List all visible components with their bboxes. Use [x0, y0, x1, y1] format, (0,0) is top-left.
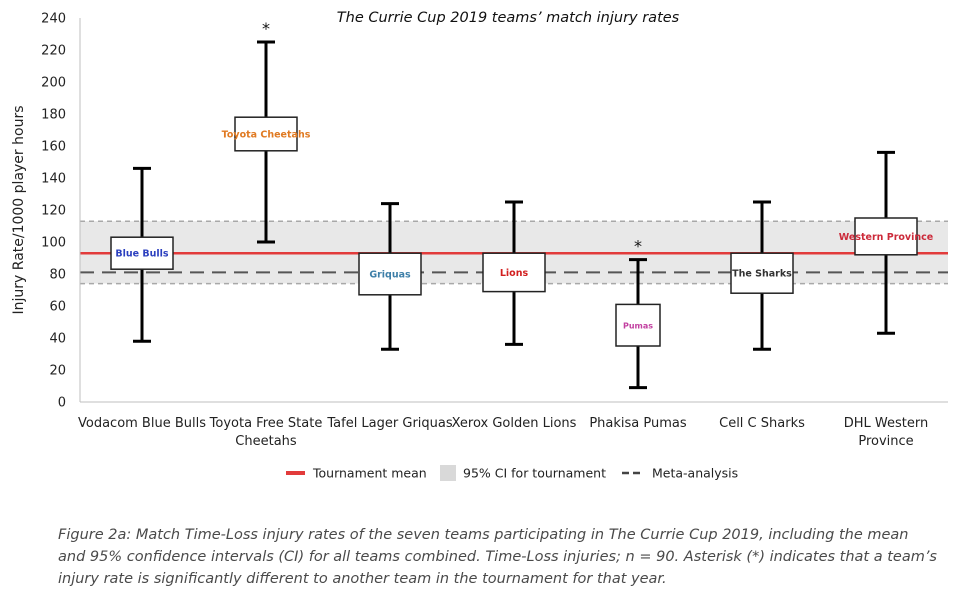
team-logo-box [482, 252, 546, 293]
team-logo: Pumas [623, 322, 653, 331]
significance-asterisk: * [634, 237, 642, 256]
y-tick-label: 80 [49, 268, 66, 283]
y-tick-label: 140 [41, 172, 66, 187]
y-axis-title: Injury Rate/1000 player hours [11, 106, 27, 315]
legend-label-meta: Meta-analysis [652, 466, 738, 481]
team-logo: Toyota Cheetahs [222, 130, 311, 141]
y-tick-label: 60 [49, 300, 66, 315]
x-category-label: Cell C Sharks [719, 416, 805, 431]
y-tick-label: 20 [49, 364, 66, 379]
team-logo-box [358, 252, 422, 296]
figure-caption: Figure 2a: Match Time-Loss injury rates … [58, 527, 937, 587]
y-tick-label: 0 [58, 396, 66, 411]
legend-label-mean: Tournament mean [312, 466, 427, 481]
y-tick-label: 100 [41, 236, 66, 251]
x-category-label: Xerox Golden Lions [452, 416, 577, 431]
team-logo: Lions [500, 268, 529, 279]
legend-swatch-ci [440, 465, 456, 481]
team-logo: Griquas [369, 270, 411, 281]
team-logo-box [234, 116, 298, 152]
y-tick-label: 120 [41, 204, 66, 219]
team-logo: Blue Bulls [115, 249, 169, 260]
x-category-label: Province [858, 434, 913, 449]
team-logo: The Sharks [732, 269, 792, 280]
x-category-label: Toyota Free State [209, 416, 323, 431]
legend-label-ci: 95% CI for tournament [463, 466, 606, 481]
y-tick-label: 200 [41, 76, 66, 91]
x-category-label: Tafel Lager Griquas [326, 416, 452, 431]
y-tick-label: 240 [41, 12, 66, 27]
x-category-label: DHL Western [844, 416, 928, 431]
injury-rate-chart: 0 20 40 60 80 100 120 140 160 180 200 220 240 Injury … [11, 10, 948, 481]
x-category-label: Vodacom Blue Bulls [78, 416, 206, 431]
chart-title: The Currie Cup 2019 teams’ match injury … [337, 10, 680, 26]
y-tick-label: 40 [49, 332, 66, 347]
team-logo: Western Province [839, 232, 933, 243]
x-category-label: Phakisa Pumas [589, 416, 687, 431]
team-logo-box [110, 236, 174, 270]
significance-asterisk: * [262, 19, 270, 38]
team-logo-box [615, 303, 661, 347]
y-tick-label: 180 [41, 108, 66, 123]
x-category-label: Cheetahs [235, 434, 297, 449]
team-logo-box [854, 217, 918, 256]
team-logo-box [730, 252, 794, 294]
y-tick-label: 220 [41, 44, 66, 59]
y-tick-label: 160 [41, 140, 66, 155]
